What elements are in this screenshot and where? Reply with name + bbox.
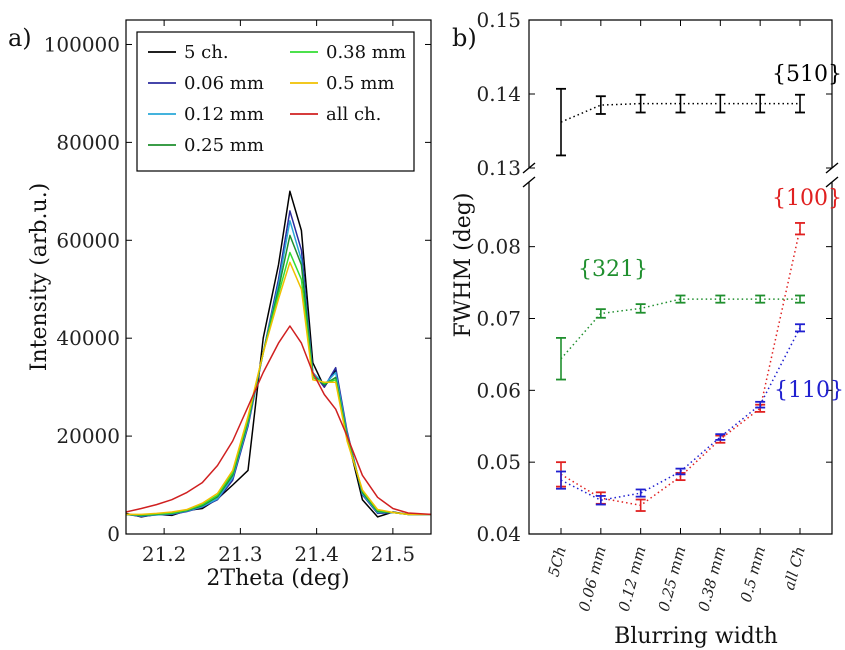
x-category-label: 0.06 mm (575, 544, 610, 613)
annotation-100: {100} (772, 186, 842, 211)
y-tick-label: 0.14 (476, 82, 521, 106)
legend-label: 0.12 mm (184, 104, 264, 125)
y-tick-label: 0.15 (476, 8, 521, 32)
y-tick-label: 60000 (56, 228, 120, 252)
panel-a-legend: 5 ch. 0.06 mm 0.12 mm 0.25 mm 0.38 mm 0.5 mm a… (136, 31, 415, 172)
series-line-6 (125, 325, 432, 516)
x-tick-label: 21.2 (142, 542, 187, 566)
x-tick-label: 21.4 (294, 542, 339, 566)
legend-label: 0.25 mm (184, 135, 264, 156)
panel-b-y-axis-label: FWHM (deg) (451, 193, 476, 338)
y-tick-label: 0.07 (476, 306, 521, 330)
panel-b-label: b) (452, 24, 477, 52)
panel-a-y-axis-label: Intensity (arb.u.) (27, 183, 52, 372)
legend-label: 5 ch. (184, 42, 229, 63)
x-tick-label: 21.3 (218, 542, 263, 566)
axis-break-mark (825, 176, 839, 188)
annotation-110: {110} (774, 378, 844, 403)
legend-label: 0.38 mm (326, 42, 406, 63)
x-category-label: all Ch (780, 544, 809, 592)
series-line-0 (125, 190, 431, 518)
series-line-1 (125, 210, 431, 518)
panel-a-label: a) (8, 24, 32, 52)
annotation-321: {321} (578, 257, 648, 282)
y-tick-label: 0.05 (476, 450, 521, 474)
y-tick-label: 0.13 (476, 156, 521, 180)
panel-a-plot-frame (125, 19, 432, 535)
y-tick-label: 0.08 (476, 235, 521, 259)
panel-b-x-axis-label: Blurring width (614, 624, 778, 649)
legend-label: 0.5 mm (326, 73, 394, 94)
x-category-label: 0.25 mm (655, 544, 690, 613)
annotation-510: {510} (772, 62, 842, 87)
series-line-4 (125, 251, 431, 516)
x-category-label: 0.5 mm (737, 544, 769, 604)
legend-label: all ch. (326, 104, 381, 125)
y-tick-label: 20000 (56, 424, 120, 448)
legend-box (136, 31, 415, 172)
series-line-5 (126, 261, 431, 516)
y-tick-label: 0.04 (476, 522, 521, 546)
panel-a: a) 21.2 21.3 21.4 21.5 0 20000 40000 60000 80000… (8, 19, 432, 591)
x-category-label: 5Ch (545, 544, 570, 578)
x-tick-label: 21.5 (371, 542, 416, 566)
y-tick-label: 80000 (56, 130, 120, 154)
axis-break-mark (522, 176, 536, 188)
legend-label: 0.06 mm (184, 73, 264, 94)
y-tick-label: 0.06 (476, 378, 521, 402)
y-tick-label: 0 (107, 522, 120, 546)
series-dotted-line-1 (560, 298, 800, 360)
x-category-label: 0.38 mm (695, 544, 730, 613)
y-tick-label: 40000 (56, 326, 120, 350)
y-tick-label: 100000 (44, 32, 120, 56)
x-category-label: 0.12 mm (615, 544, 650, 613)
panel-a-x-axis-label: 2Theta (deg) (206, 566, 349, 591)
bottom-axes-frame (528, 182, 833, 535)
